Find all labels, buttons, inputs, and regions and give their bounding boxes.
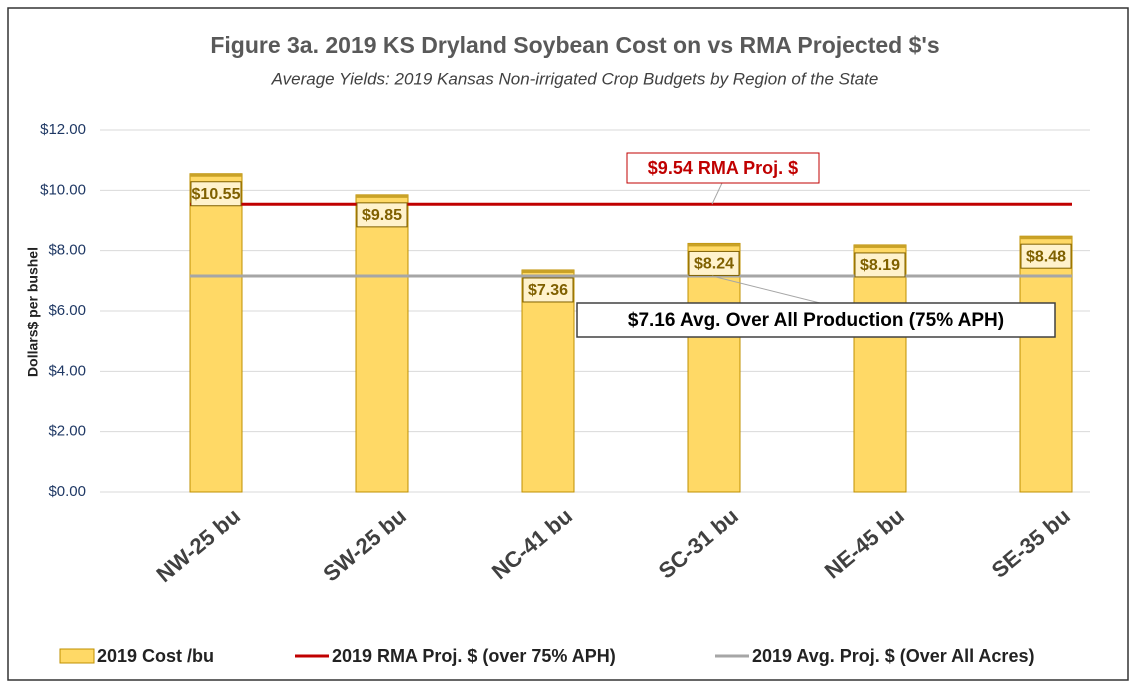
bar-cap [1020,236,1072,240]
data-label-text: $8.19 [860,257,900,274]
legend-label: 2019 Cost /bu [97,646,214,666]
data-label: $8.19 [854,252,906,278]
data-label-text: $8.24 [694,256,734,273]
y-tick-label: $2.00 [48,423,86,440]
chart-title: Figure 3a. 2019 KS Dryland Soybean Cost … [210,32,939,58]
data-label-box [1020,243,1072,269]
legend-swatch [59,648,95,664]
bar [189,173,243,493]
y-tick-label: $10.00 [40,181,86,198]
data-label: $10.55 [190,181,242,207]
data-label-box [522,277,574,303]
annotation-text: $9.54 RMA Proj. $ [648,158,798,178]
data-label-box [688,250,740,276]
data-label-box [356,202,408,228]
bar-cap [522,269,574,273]
chart-subtitle: Average Yields: 2019 Kansas Non-irrigate… [271,69,879,88]
data-label: $8.24 [688,250,740,276]
annotation-leader [711,182,723,205]
bar-cap [688,243,740,247]
data-label: $7.36 [522,277,574,303]
data-label-box [854,252,906,278]
bar-cap [190,173,242,177]
bar-cap [854,244,906,248]
legend-label: 2019 RMA Proj. $ (over 75% APH) [332,646,616,666]
data-label: $8.48 [1020,243,1072,269]
annotation-box [626,152,820,184]
bar [1019,235,1073,493]
y-tick-label: $12.00 [40,121,86,138]
bar-cap [356,194,408,198]
y-tick-label: $8.00 [48,242,86,259]
data-label-text: $8.48 [1026,248,1066,265]
bar [853,244,907,493]
annotation-box [576,302,1056,338]
annotation-leader [711,275,821,304]
y-axis-label: Dollars$ per bushel [25,247,41,377]
data-label: $9.85 [356,202,408,228]
data-label-box [190,181,242,207]
bar [355,194,409,493]
data-label-text: $9.85 [362,207,402,224]
y-tick-label: $0.00 [48,483,86,500]
annotation-text: $7.16 Avg. Over All Production (75% APH) [628,310,1004,331]
y-tick-label: $6.00 [48,302,86,319]
data-label-text: $10.55 [192,186,241,203]
y-tick-label: $4.00 [48,362,86,379]
legend-label: 2019 Avg. Proj. $ (Over All Acres) [752,646,1034,666]
bar [521,269,575,493]
data-label-text: $7.36 [528,282,568,299]
bar [687,242,741,493]
